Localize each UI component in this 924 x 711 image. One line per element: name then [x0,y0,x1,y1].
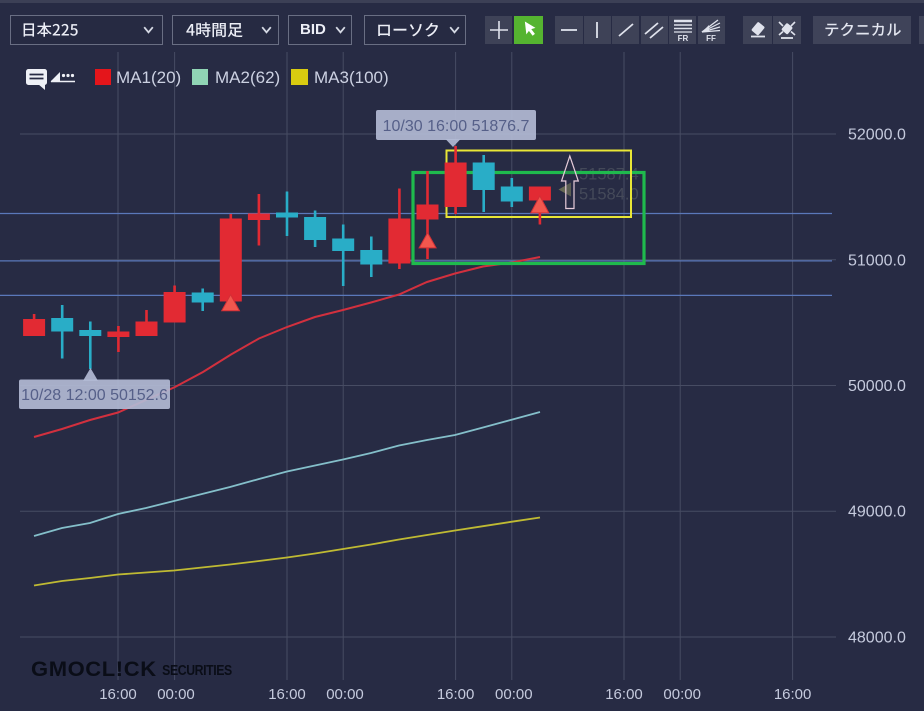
svg-text:50000.0: 50000.0 [848,378,906,395]
svg-text:49000.0: 49000.0 [848,504,906,521]
svg-text:16:00: 16:00 [605,686,643,703]
svg-text:00:00: 00:00 [157,686,195,703]
svg-text:SECURITIES: SECURITIES [162,662,232,678]
svg-text:FR: FR [677,34,688,42]
svg-text:10/28 12:00 50152.6: 10/28 12:00 50152.6 [21,387,168,404]
svg-text:52000.0: 52000.0 [848,127,906,144]
svg-text:16:00: 16:00 [437,686,475,703]
svg-text:16:00: 16:00 [774,686,812,703]
svg-text:51000.0: 51000.0 [848,252,906,269]
svg-text:16:00: 16:00 [99,686,137,703]
svg-text:51584.0: 51584.0 [579,186,639,204]
svg-text:00:00: 00:00 [326,686,364,703]
svg-text:16:00: 16:00 [268,686,306,703]
svg-text:51587.4: 51587.4 [579,166,639,184]
svg-text:FF: FF [706,34,716,42]
svg-text:48000.0: 48000.0 [848,630,906,647]
svg-text:00:00: 00:00 [663,686,701,703]
svg-text:10/30 16:00 51876.7: 10/30 16:00 51876.7 [383,118,530,135]
svg-text:00:00: 00:00 [495,686,533,703]
svg-text:GMOCL!CK: GMOCL!CK [31,657,157,680]
